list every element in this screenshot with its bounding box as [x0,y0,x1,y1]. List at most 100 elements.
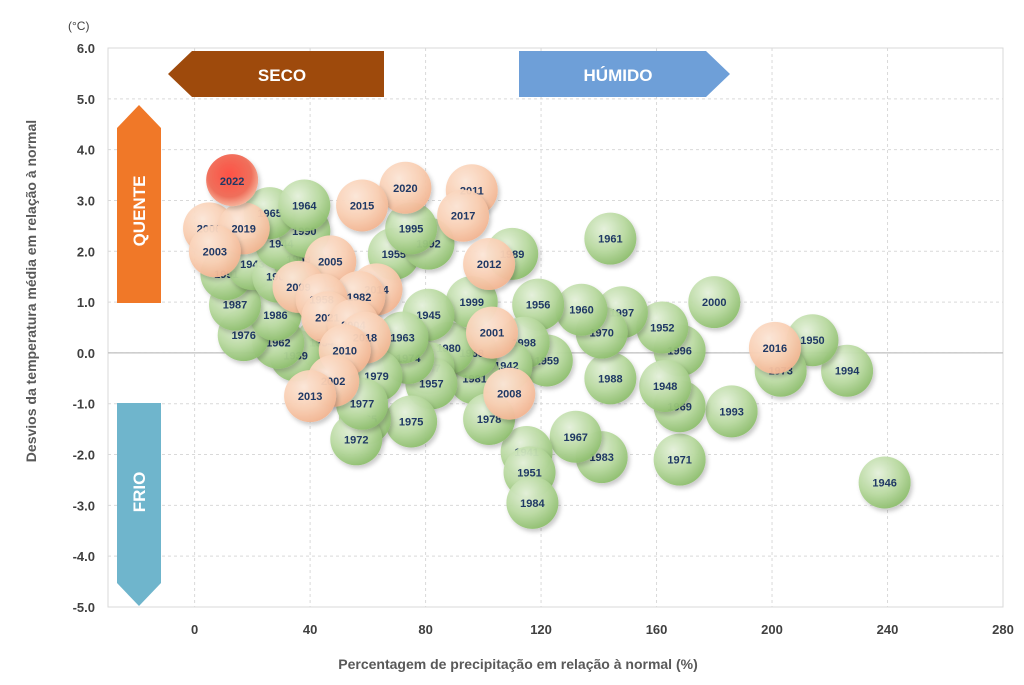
bubble-2008: 2008 [483,367,536,420]
bubble-circle [278,179,331,232]
bubble-label: 1986 [263,310,287,322]
bubble-label: 1950 [800,335,824,347]
bubble-1952: 1952 [636,301,689,354]
y-tick-label: 6.0 [77,41,95,56]
bubble-2001: 2001 [465,306,518,359]
bubble-circle [653,433,706,486]
seco-label: SECO [258,66,306,85]
bubble-1988: 1988 [584,352,637,405]
y-tick-label: -1.0 [73,397,95,412]
bubble-1994: 1994 [821,344,874,397]
region-arrows: SECO HÚMIDO QUENTE FRIO [117,51,730,606]
frio-arrow [117,403,161,606]
bubble-label: 1975 [399,417,423,429]
bubble-label: 1987 [223,300,247,312]
bubbles: 1946199419501973199320001971199619691948… [183,154,911,529]
bubble-1948: 1948 [639,359,692,412]
bubble-circle [639,359,692,412]
y-axis-title: Desvios da temperatura média em relação … [23,120,39,462]
bubble-1963: 1963 [376,311,429,364]
x-tick-label: 80 [418,622,432,637]
gridlines [107,47,1004,608]
bubble-label: 1960 [569,305,593,317]
bubble-label: 1978 [477,414,501,426]
bubble-2017: 2017 [437,189,490,242]
bubble-label: 1967 [563,432,587,444]
bubble-label: 2016 [763,343,787,355]
bubble-2015: 2015 [336,179,389,232]
x-tick-label: 40 [303,622,317,637]
bubble-circle [206,154,259,207]
humido-label: HÚMIDO [584,66,653,85]
y-tick-label: 2.0 [77,244,95,259]
bubble-label: 1957 [419,378,443,390]
bubble-circle [385,202,438,255]
frio-label: FRIO [130,472,149,513]
bubble-1960: 1960 [555,283,608,336]
plot-area-border [107,47,1004,608]
y-axis-unit: (°C) [68,19,89,33]
y-tick-label: 1.0 [77,295,95,310]
y-tick-label: -2.0 [73,448,95,463]
bubble-label: 1971 [667,455,691,467]
bubble-2020: 2020 [379,161,432,214]
bubble-1967: 1967 [549,410,602,463]
bubble-circle [385,395,438,448]
x-axis-title: Percentagem de precipitação em relação à… [338,656,697,672]
quente-arrow [117,105,161,303]
y-tick-label: 0.0 [77,346,95,361]
bubble-label: 2019 [231,223,255,235]
bubble-circle [858,456,911,509]
bubble-label: 2015 [350,201,374,213]
x-axis-tick-labels: 0 40 80 120 160 200 240 280 [191,622,1014,637]
bubble-label: 1976 [231,330,255,342]
bubble-1995: 1995 [385,202,438,255]
bubble-circle [483,367,536,420]
bubble-label: 2012 [477,259,501,271]
bubble-label: 1988 [598,373,622,385]
bubble-label: 1994 [835,366,860,378]
bubble-label: 2010 [332,345,356,357]
bubble-label: 1951 [517,467,541,479]
bubble-circle [188,225,241,278]
bubble-label: 1948 [653,381,677,393]
x-tick-label: 240 [877,622,899,637]
bubble-2000: 2000 [688,276,741,329]
x-tick-label: 160 [646,622,668,637]
bubble-circle [336,179,389,232]
bubble-label: 2008 [497,389,521,401]
bubble-2003: 2003 [188,225,241,278]
y-tick-label: 5.0 [77,92,95,107]
bubble-circle [555,283,608,336]
x-tick-label: 200 [761,622,783,637]
bubble-label: 2005 [318,256,342,268]
y-tick-label: 3.0 [77,193,95,208]
bubble-1993: 1993 [705,385,758,438]
bubble-label: 1983 [589,452,613,464]
bubble-circle [549,410,602,463]
bubble-1975: 1975 [385,395,438,448]
bubble-circle [688,276,741,329]
seco-arrow [168,51,384,97]
y-tick-label: -5.0 [73,600,95,615]
bubble-circle [465,306,518,359]
bubble-2013: 2013 [284,370,337,423]
y-axis-tick-labels: 6.0 5.0 4.0 3.0 2.0 1.0 0.0 -1.0 -2.0 -3.0 -4.0 -5.… [73,41,95,615]
bubble-circle [584,352,637,405]
bubble-2016: 2016 [748,321,801,374]
y-tick-label: -3.0 [73,498,95,513]
bubble-1961: 1961 [584,212,637,265]
bubble-label: 2013 [298,391,322,403]
bubble-label: 1956 [526,300,550,312]
bubble-circle [636,301,689,354]
bubble-circle [584,212,637,265]
bubble-label: 2020 [393,183,417,195]
x-tick-label: 0 [191,622,198,637]
bubble-circle [506,476,559,529]
bubble-label: 2000 [702,297,726,309]
bubble-label: 1962 [266,338,290,350]
humido-arrow [519,51,730,97]
bubble-label: 1963 [390,333,414,345]
bubble-2012: 2012 [463,237,516,290]
